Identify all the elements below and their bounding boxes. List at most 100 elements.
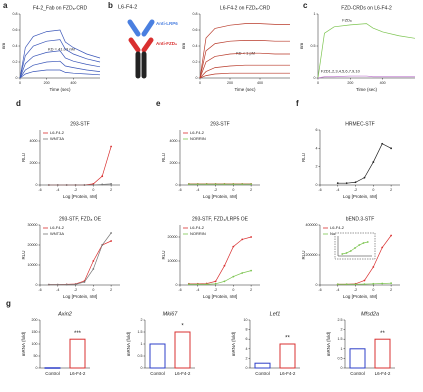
- y-tick-label: 0: [36, 183, 38, 187]
- x-tick-label: -4: [56, 288, 59, 292]
- x-tick-label: 2: [250, 288, 252, 292]
- x-tick-label: 0: [372, 188, 374, 192]
- x-axis-label: Log [Protein, nM]: [343, 194, 377, 199]
- legend-label: NORRIN: [190, 136, 206, 141]
- legend-label: L6-F4-2: [190, 225, 205, 230]
- x-tick-label: 0: [372, 288, 374, 292]
- y-tick-label: 2000: [30, 161, 38, 165]
- data-point: [74, 184, 77, 186]
- data-point: [92, 268, 95, 270]
- y-tick-label: 10000: [168, 259, 178, 263]
- series-line: [19, 39, 101, 79]
- data-point: [341, 253, 344, 255]
- chart-title: F4-2_Fab on FZD₈-CRD: [33, 5, 88, 11]
- significance: **: [285, 336, 290, 342]
- y-tick-label: 2000: [170, 161, 178, 165]
- x-axis-label: Time (sec): [356, 87, 378, 92]
- y-axis-label: RLU: [21, 153, 26, 162]
- y-tick-label: 150: [32, 330, 38, 334]
- x-tick-label: Control: [350, 371, 365, 376]
- data-point: [101, 244, 104, 246]
- panel-label: b: [108, 1, 113, 10]
- series-line: [48, 146, 112, 186]
- y-tick-label: 0: [36, 283, 38, 287]
- bar: [349, 348, 366, 369]
- x-tick-label: -2: [74, 288, 77, 292]
- data-point: [363, 176, 366, 179]
- y-tick-label: 10000: [28, 263, 38, 267]
- y-tick-label: 0.5: [311, 44, 316, 48]
- x-tick-label: -4: [336, 188, 339, 192]
- panel-label: f: [296, 99, 299, 108]
- data-point: [56, 184, 59, 186]
- y-tick-label: 1.5: [338, 337, 343, 341]
- legend-label: WNT3A: [50, 136, 64, 141]
- data-point: [362, 242, 365, 244]
- data-point: [349, 250, 352, 252]
- bar: [44, 367, 61, 369]
- x-tick-label: 2: [390, 288, 392, 292]
- y-tick-label: 30000: [28, 223, 38, 227]
- data-point: [214, 183, 217, 186]
- x-tick-label: -6: [38, 288, 41, 292]
- bar: [279, 343, 296, 369]
- y-tick-label: 2: [141, 318, 143, 322]
- x-tick-label: -4: [196, 288, 199, 292]
- x-tick-label: -4: [56, 188, 59, 192]
- panel-label: a: [3, 1, 8, 10]
- x-tick-label: 0: [232, 288, 234, 292]
- series-line: [199, 23, 290, 79]
- y-tick-label: 4000: [170, 139, 178, 143]
- legend-label: NORRIN: [190, 231, 206, 236]
- y-tick-label: 2.5: [338, 318, 343, 322]
- x-tick-label: -6: [38, 188, 41, 192]
- y-tick-label: 0: [316, 183, 318, 187]
- y-axis-label: mRNA (fold): [326, 331, 331, 356]
- x-tick-label: -6: [318, 288, 321, 292]
- y-tick-label: 1.5: [138, 330, 143, 334]
- data-point: [83, 184, 86, 186]
- x-axis-label: Log [Protein, nM]: [203, 194, 237, 199]
- legend-label: WNT3A: [50, 231, 64, 236]
- data-point: [358, 244, 361, 246]
- data-point: [92, 260, 95, 262]
- panel-label: c: [303, 1, 308, 10]
- series-line: [19, 29, 101, 79]
- data-point: [354, 283, 357, 286]
- data-point: [390, 234, 393, 237]
- x-tick-label: -2: [354, 188, 357, 192]
- panel-label: g: [6, 299, 11, 308]
- y-tick-label: 50: [34, 354, 38, 358]
- series-line: [317, 23, 416, 79]
- panel-label: e: [156, 99, 161, 108]
- x-tick-label: Control: [150, 371, 165, 376]
- chart-title: Lef1: [270, 311, 281, 317]
- data-point: [223, 280, 226, 283]
- data-point: [214, 280, 217, 283]
- data-point: [381, 246, 384, 249]
- x-tick-label: 2: [110, 288, 112, 292]
- data-point: [390, 147, 393, 150]
- data-point: [56, 283, 59, 286]
- data-point: [381, 142, 384, 145]
- data-point: [74, 283, 77, 286]
- series-line: [48, 183, 112, 186]
- data-point: [187, 183, 190, 186]
- y-tick-label: 0: [36, 366, 38, 370]
- significance: ***: [74, 331, 82, 337]
- x-tick-label: 400: [70, 81, 76, 85]
- chart-title: bEND.3-STF: [346, 216, 375, 222]
- data-point: [196, 283, 199, 286]
- chart-title: Mfsd2a: [361, 311, 379, 317]
- y-tick-label: 200: [32, 318, 38, 322]
- x-tick-label: -4: [336, 288, 339, 292]
- data-point: [345, 182, 348, 185]
- data-point: [250, 269, 253, 272]
- series-line: [317, 75, 415, 79]
- y-tick-label: 20000: [168, 235, 178, 239]
- x-tick-label: 0: [317, 81, 319, 85]
- y-axis-label: nm: [299, 43, 304, 50]
- x-tick-label: -6: [178, 288, 181, 292]
- y-tick-label: 0.5: [138, 354, 143, 358]
- data-point: [47, 184, 50, 186]
